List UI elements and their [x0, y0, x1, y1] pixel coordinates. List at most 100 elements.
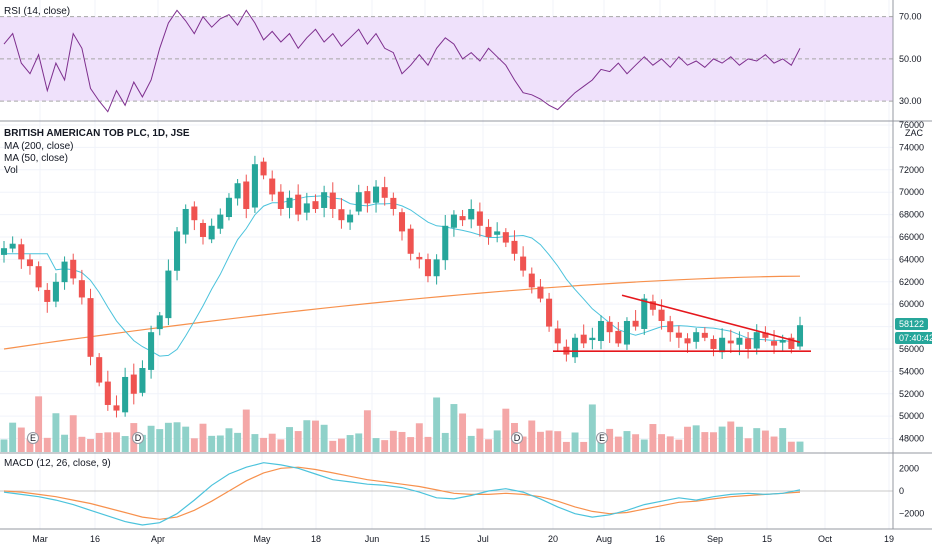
volume-bar	[727, 421, 735, 452]
volume-bar	[718, 426, 726, 452]
candle-body	[710, 338, 717, 349]
candle-body	[96, 357, 103, 383]
time-tick-label: Aug	[596, 534, 612, 544]
time-axis[interactable]: Mar 16 Apr May 18 Jun 15 Jul 20 Aug 16 Sep 15 Oct 19	[32, 534, 894, 544]
candle-body	[433, 259, 440, 277]
candle-body	[727, 340, 734, 344]
candle-body	[589, 337, 596, 341]
volume-bar	[796, 441, 804, 452]
candle-body	[693, 332, 700, 342]
candle-body	[260, 161, 267, 176]
volume-bar	[216, 435, 224, 452]
candle-body	[788, 337, 795, 349]
candle-body	[156, 315, 163, 330]
price-axis[interactable]: 4800050000520005400056000580006000062000…	[899, 120, 924, 444]
volume-bar	[156, 429, 164, 452]
candle-body	[208, 225, 215, 240]
candle-body	[658, 309, 665, 321]
volume-bar	[355, 433, 363, 452]
bar-countdown-value: 07:40:42	[899, 333, 932, 343]
price-tick-label: 68000	[899, 210, 924, 220]
candle-body	[381, 187, 388, 198]
candle-body	[537, 286, 544, 299]
price-tick-label: 66000	[899, 232, 924, 242]
rsi-pane[interactable]: RSI (14, close)	[0, 6, 893, 113]
candle-body	[148, 332, 155, 370]
volume-bar	[528, 420, 536, 452]
volume-bar	[424, 436, 432, 452]
volume-bar	[562, 441, 570, 452]
volume-bar	[761, 430, 769, 452]
candle-body	[632, 320, 639, 327]
price-pane[interactable]: E D D E BRITISH AMERICAN TOB PLC, 1D, JSE M…	[0, 128, 811, 452]
candle-body	[251, 164, 258, 208]
candle-body	[485, 226, 492, 237]
volume-legend: Vol	[4, 165, 18, 176]
candle-body	[61, 261, 68, 283]
currency-label: ZAC	[905, 128, 924, 138]
candle-body	[580, 334, 587, 344]
volume-bar	[17, 427, 25, 452]
volume-bar	[701, 432, 709, 452]
volume-bar	[251, 434, 259, 452]
candle-body	[450, 214, 457, 228]
candle-body	[269, 178, 276, 195]
volume-bar	[61, 434, 69, 452]
volume-bar	[113, 432, 120, 452]
candle-body	[771, 341, 778, 346]
candle-body	[0, 248, 8, 255]
candle-body	[597, 320, 605, 342]
candle-body	[416, 256, 423, 260]
volume-bar	[208, 435, 216, 452]
event-marker-label: D	[135, 433, 142, 443]
volume-bar	[26, 438, 34, 452]
volume-bar	[303, 420, 311, 452]
candle-body	[407, 228, 414, 254]
volume-bar	[69, 415, 77, 452]
candle-body	[321, 192, 328, 208]
time-tick-label: 15	[420, 534, 430, 544]
candle-body	[191, 206, 198, 221]
volume-bar	[9, 422, 17, 452]
volume-bar	[0, 439, 8, 452]
candle-body	[796, 325, 804, 347]
volume-bar	[398, 431, 406, 452]
candle-body	[468, 208, 475, 220]
rsi-tick-label: 50.00	[899, 54, 922, 64]
candle-body	[476, 211, 483, 226]
volume-bar	[545, 430, 553, 452]
time-tick-label: Oct	[818, 534, 833, 544]
volume-bar	[104, 432, 112, 452]
macd-axis[interactable]: 2000 0 −2000	[899, 463, 924, 518]
candle-body	[736, 337, 743, 345]
time-tick-label: 19	[884, 534, 894, 544]
candle-body	[165, 270, 172, 319]
candle-body	[174, 231, 181, 271]
volume-bar	[632, 434, 640, 452]
volume-bar	[277, 439, 285, 452]
candle-body	[502, 232, 509, 243]
candle-body	[234, 183, 241, 199]
volume-bar	[294, 431, 302, 452]
macd-pane[interactable]: MACD (12, 26, close, 9)	[3, 458, 801, 526]
candle-body	[762, 332, 769, 338]
time-tick-label: Jul	[477, 534, 489, 544]
price-tick-label: 48000	[899, 434, 924, 444]
event-marker-label: D	[514, 433, 521, 443]
volume-bar	[710, 432, 717, 452]
time-tick-label: Jun	[365, 534, 380, 544]
candle-body	[606, 321, 613, 333]
chart-title: BRITISH AMERICAN TOB PLC, 1D, JSE	[4, 128, 190, 139]
volume-bar	[502, 408, 510, 452]
volume-bar	[87, 439, 94, 452]
volume-bar	[476, 428, 484, 452]
price-tick-label: 76000	[899, 120, 924, 130]
macd-tick-label: −2000	[899, 509, 924, 519]
volume-bar	[459, 413, 467, 452]
candle-body	[719, 337, 726, 353]
volume-bar	[744, 438, 752, 452]
rsi-axis[interactable]: 30.00 50.00 70.00	[899, 12, 922, 106]
bar-countdown-badge: 07:40:42	[895, 332, 932, 344]
candle-body	[303, 203, 310, 213]
